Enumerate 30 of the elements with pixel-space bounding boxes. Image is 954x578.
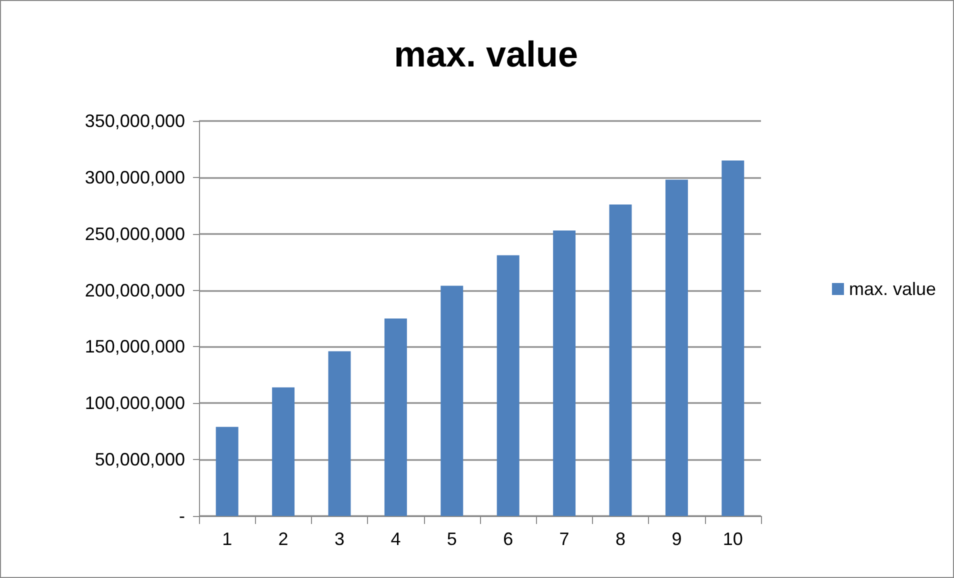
- x-tick-label: 3: [334, 529, 345, 549]
- bar: [440, 286, 464, 516]
- y-tick-label: 100,000,000: [84, 393, 185, 414]
- y-tick-label: 50,000,000: [94, 450, 185, 470]
- legend-label: max. value: [848, 279, 936, 299]
- y-tick-label: 150,000,000: [84, 336, 185, 357]
- bar: [496, 255, 520, 516]
- x-tick-label: 7: [559, 529, 570, 549]
- y-tick-label: -: [179, 506, 185, 526]
- x-tick-label: 8: [615, 529, 626, 549]
- y-tick-label: 300,000,000: [84, 167, 185, 188]
- bar: [665, 180, 688, 516]
- bar: [553, 230, 576, 516]
- bar: [722, 160, 744, 516]
- x-tick-label: 2: [278, 529, 288, 549]
- x-tick-label: 5: [446, 529, 457, 549]
- x-tick-label: 6: [503, 529, 514, 549]
- bar: [609, 204, 632, 516]
- x-tick-label: 1: [222, 529, 232, 549]
- bar: [328, 351, 351, 516]
- bar: [272, 387, 295, 516]
- y-tick-label: 350,000,000: [84, 111, 185, 131]
- bar: [216, 426, 238, 516]
- x-tick-label: 10: [722, 529, 743, 549]
- x-tick-label: 4: [390, 529, 401, 549]
- bar: [384, 318, 407, 516]
- y-tick-label: 250,000,000: [84, 224, 185, 244]
- x-tick-label: 9: [672, 529, 682, 549]
- y-tick-label: 200,000,000: [84, 280, 185, 300]
- chart-title: max. value: [394, 34, 578, 74]
